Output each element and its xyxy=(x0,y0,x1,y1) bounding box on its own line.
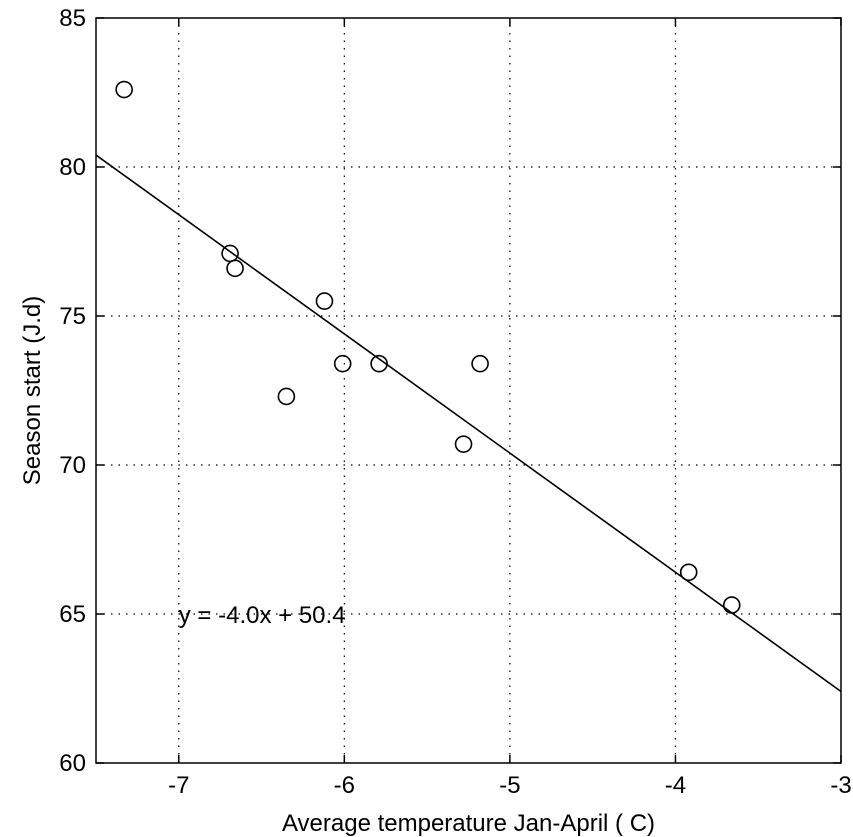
x-tick-label: -7 xyxy=(168,772,189,799)
x-tick-label: -5 xyxy=(499,772,520,799)
x-axis-label: Average temperature Jan-April ( C) xyxy=(282,810,655,837)
data-point xyxy=(333,354,352,373)
y-tick-label: 80 xyxy=(59,154,86,181)
data-point xyxy=(370,354,388,373)
data-point xyxy=(471,354,489,373)
y-tick-label: 65 xyxy=(59,601,86,628)
x-tick-label: -4 xyxy=(665,772,686,799)
regression-line xyxy=(95,154,842,693)
y-tick-label: 60 xyxy=(59,750,86,777)
regression-equation: y = -4.0x + 50.4 xyxy=(179,602,346,629)
axis-ticks: -7 -6 -5 -4 -3 60 65 70 75 80 85 xyxy=(59,5,851,799)
data-point xyxy=(115,80,133,99)
regression-line-group xyxy=(95,154,842,693)
data-point xyxy=(722,596,741,614)
x-tick-label: -6 xyxy=(334,772,355,799)
data-points xyxy=(115,80,741,614)
grid-lines xyxy=(96,18,841,763)
data-point xyxy=(315,292,334,310)
y-tick-label: 70 xyxy=(59,452,86,479)
plot-frame xyxy=(95,17,842,764)
y-tick-label: 85 xyxy=(59,5,86,32)
data-point xyxy=(679,563,698,582)
y-axis-label: Season start (J.d) xyxy=(19,296,46,485)
y-tick-label: 75 xyxy=(59,303,86,330)
x-tick-label: -3 xyxy=(830,772,851,799)
data-point xyxy=(221,244,239,263)
data-point xyxy=(454,435,473,453)
data-point xyxy=(277,387,296,406)
data-point xyxy=(226,259,244,278)
